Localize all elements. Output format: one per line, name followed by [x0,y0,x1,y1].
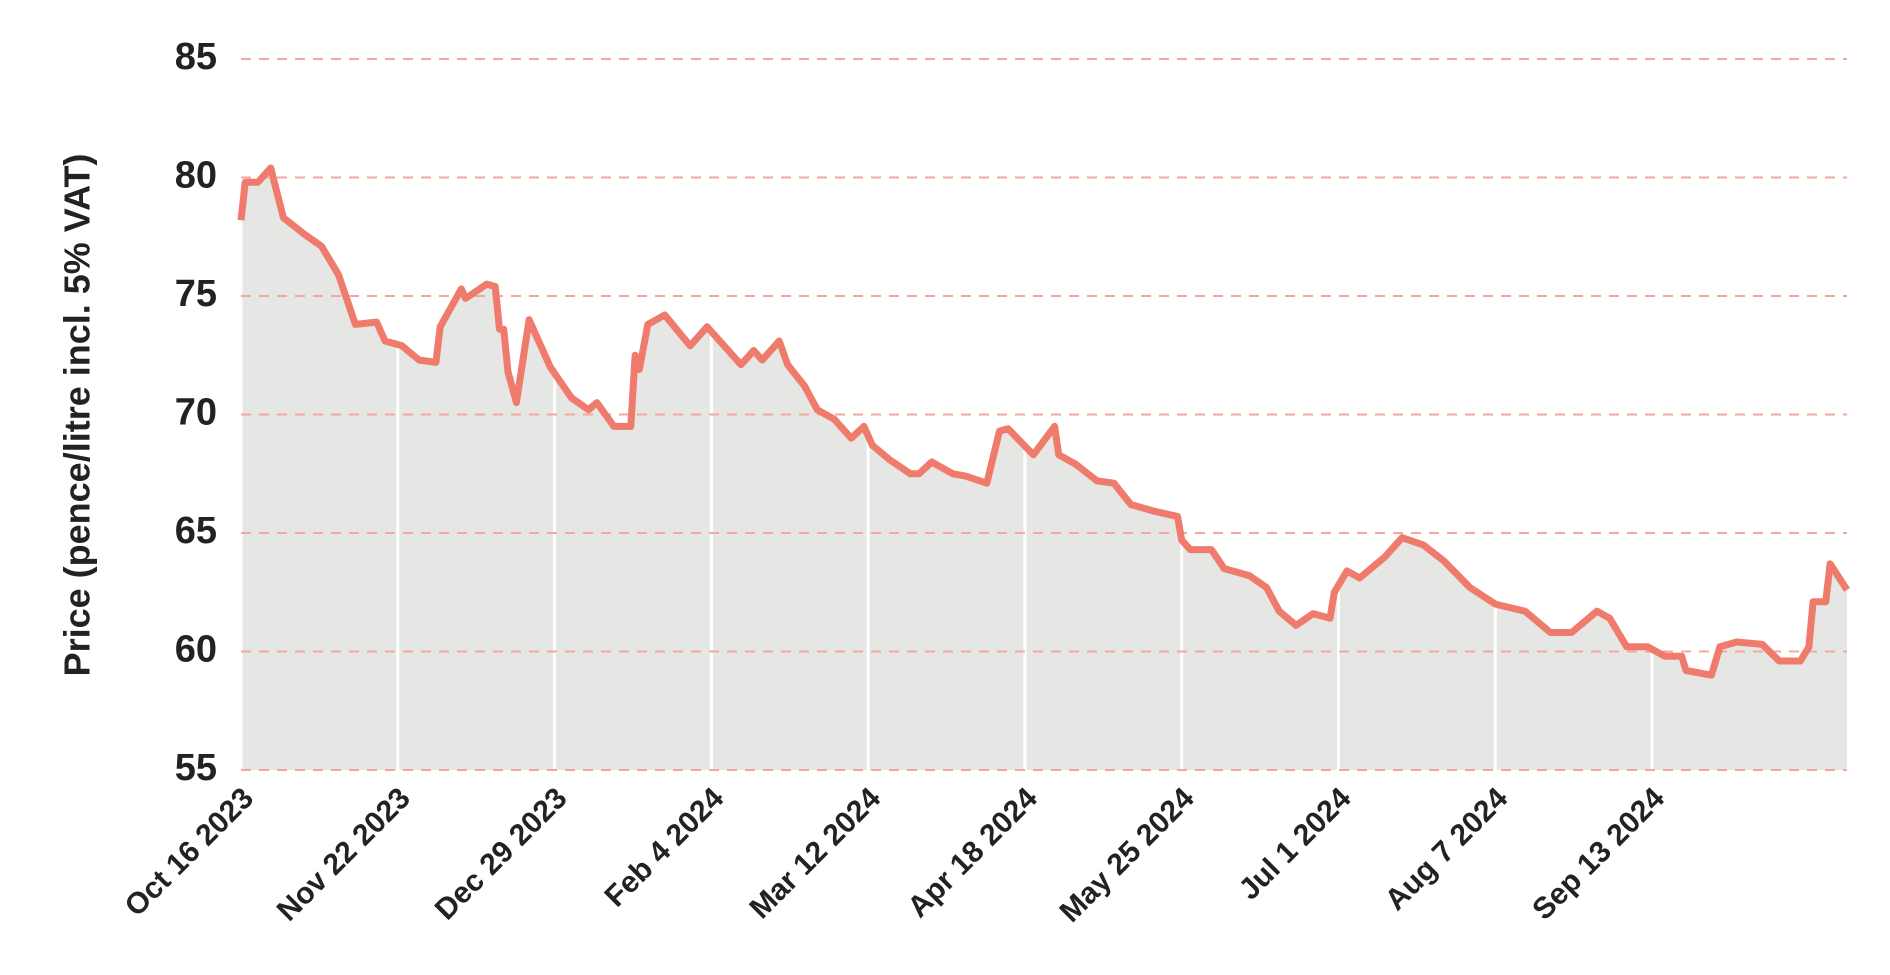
line [237,164,1850,679]
x-tick-label: May 25 2024 [1053,781,1200,928]
area [241,168,1847,770]
x-tick-label: Feb 4 2024 [598,781,730,913]
x-tick-label: Aug 7 2024 [1379,781,1515,917]
y-tick-label: 80 [175,155,217,197]
y-tick-label: 55 [175,747,217,789]
x-tick-label: Jul 1 2024 [1233,781,1358,906]
x-tick-label: Sep 13 2024 [1526,781,1671,926]
y-axis-label: Price (pence/litre incl. 5% VAT) [57,154,98,677]
x-tick-label: Nov 22 2023 [271,782,417,928]
y-tick-label: 60 [175,629,217,671]
y-tick-label: 70 [175,392,217,434]
y-tick-label: 85 [175,36,217,78]
x-tick-label: Mar 12 2024 [743,781,887,925]
y-tick-label: 65 [175,510,217,552]
x-tick-label: Oct 16 2023 [119,782,260,923]
y-tick-label: 75 [175,273,217,315]
x-tick-label: Dec 29 2023 [429,782,574,927]
x-tick-label: Apr 18 2024 [901,781,1044,924]
